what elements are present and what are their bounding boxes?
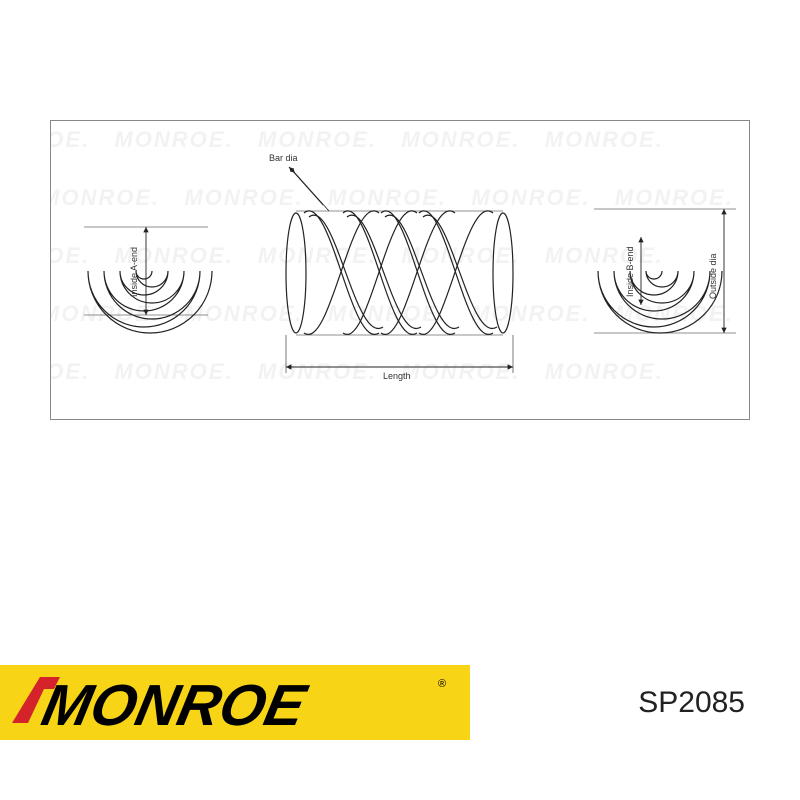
product-card: MONROE. MONROE. MONROE. MONROE. MONROE. … [0,0,800,800]
spring-side-view: Bar dia Length [269,153,513,381]
label-bar-dia: Bar dia [269,153,298,163]
brand-logo: MONROE ® [0,665,470,740]
part-number: SP2085 [638,686,745,720]
label-inside-a-end: Inside A-end [129,247,139,297]
registered-mark-icon: ® [438,678,446,690]
label-outside-dia: Outside dia [708,253,718,299]
brand-wordmark: MONROE [37,674,313,738]
diagram-svg: Inside A-end [51,121,750,420]
label-inside-b-end: Inside B-end [625,246,635,297]
spiral-a-end: Inside A-end [84,227,212,333]
technical-diagram: MONROE. MONROE. MONROE. MONROE. MONROE. … [50,120,750,420]
label-length: Length [383,371,411,381]
spiral-b-end: Inside B-end Outside dia [594,209,736,333]
